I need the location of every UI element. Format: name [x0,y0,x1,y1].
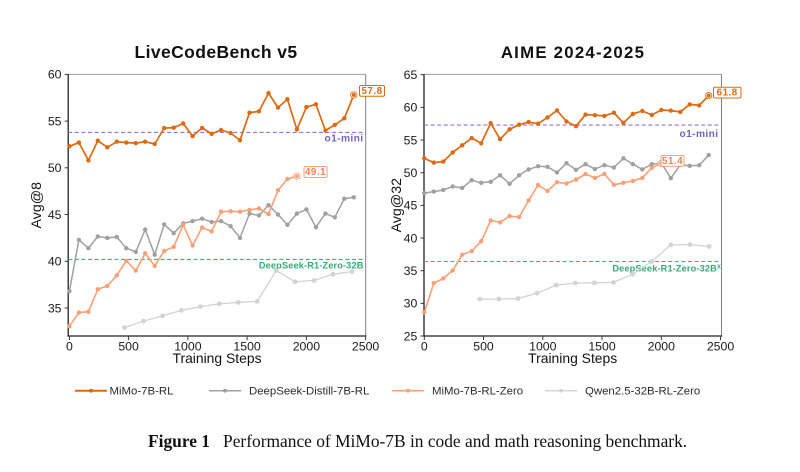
svg-text:35: 35 [404,264,418,278]
svg-text:o1-mini: o1-mini [679,129,718,140]
svg-text:65: 65 [404,68,418,82]
svg-text:0: 0 [66,339,73,353]
svg-text:0: 0 [421,339,428,353]
svg-text:30: 30 [404,297,418,311]
svg-text:1500: 1500 [588,339,616,353]
svg-text:2000: 2000 [648,339,676,353]
svg-text:DeepSeek-R1-Zero-32Bx: DeepSeek-R1-Zero-32Bx [612,263,721,273]
svg-text:40: 40 [404,231,418,245]
svg-text:2500: 2500 [707,339,735,353]
svg-text:o1-mini: o1-mini [324,133,363,144]
svg-text:50: 50 [404,166,418,180]
svg-text:1000: 1000 [174,339,202,353]
svg-text:Qwen2.5-32B-RL-Zero: Qwen2.5-32B-RL-Zero [585,386,700,398]
svg-text:1500: 1500 [233,339,261,353]
svg-text:61.8: 61.8 [717,88,738,99]
svg-text:Avg@8: Avg@8 [29,182,45,229]
svg-text:Training Steps: Training Steps [528,350,617,366]
svg-text:Training Steps: Training Steps [172,350,261,366]
svg-text:500: 500 [118,339,139,353]
svg-text:45: 45 [404,199,418,213]
svg-text:45: 45 [48,208,62,222]
svg-text:49.1: 49.1 [305,167,326,178]
svg-text:AIME 2024-2025: AIME 2024-2025 [501,43,645,62]
svg-text:2000: 2000 [293,339,321,353]
svg-text:DeepSeek-Distill-7B-RL: DeepSeek-Distill-7B-RL [249,386,369,398]
svg-text:55: 55 [404,133,418,147]
svg-text:2500: 2500 [352,339,380,353]
svg-text:55: 55 [48,114,62,128]
svg-text:40: 40 [48,255,62,269]
svg-text:DeepSeek-R1-Zero-32B: DeepSeek-R1-Zero-32B [259,260,364,270]
svg-text:MiMo-7B-RL: MiMo-7B-RL [110,386,174,398]
svg-text:LiveCodeBench v5: LiveCodeBench v5 [135,42,298,62]
svg-text:60: 60 [404,101,418,115]
svg-text:35: 35 [48,301,62,315]
svg-text:MiMo-7B-RL-Zero: MiMo-7B-RL-Zero [432,386,523,398]
svg-text:51.4: 51.4 [662,156,683,167]
svg-text:500: 500 [473,339,494,353]
svg-text:60: 60 [48,68,62,82]
svg-text:57.8: 57.8 [361,86,382,97]
svg-text:Avg@32: Avg@32 [389,178,405,232]
svg-text:1000: 1000 [529,339,557,353]
svg-text:25: 25 [404,329,418,343]
svg-text:50: 50 [48,161,62,175]
svg-text:Figure 1 Performance of MiMo-: Figure 1 Performance of MiMo-7B in code … [148,431,687,451]
